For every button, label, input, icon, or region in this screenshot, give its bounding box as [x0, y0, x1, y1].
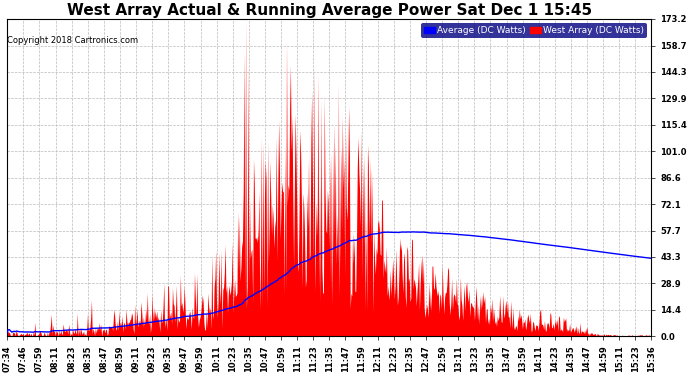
Title: West Array Actual & Running Average Power Sat Dec 1 15:45: West Array Actual & Running Average Powe…: [67, 3, 592, 18]
Legend: Average (DC Watts), West Array (DC Watts): Average (DC Watts), West Array (DC Watts…: [421, 24, 647, 38]
Text: Copyright 2018 Cartronics.com: Copyright 2018 Cartronics.com: [7, 36, 138, 45]
